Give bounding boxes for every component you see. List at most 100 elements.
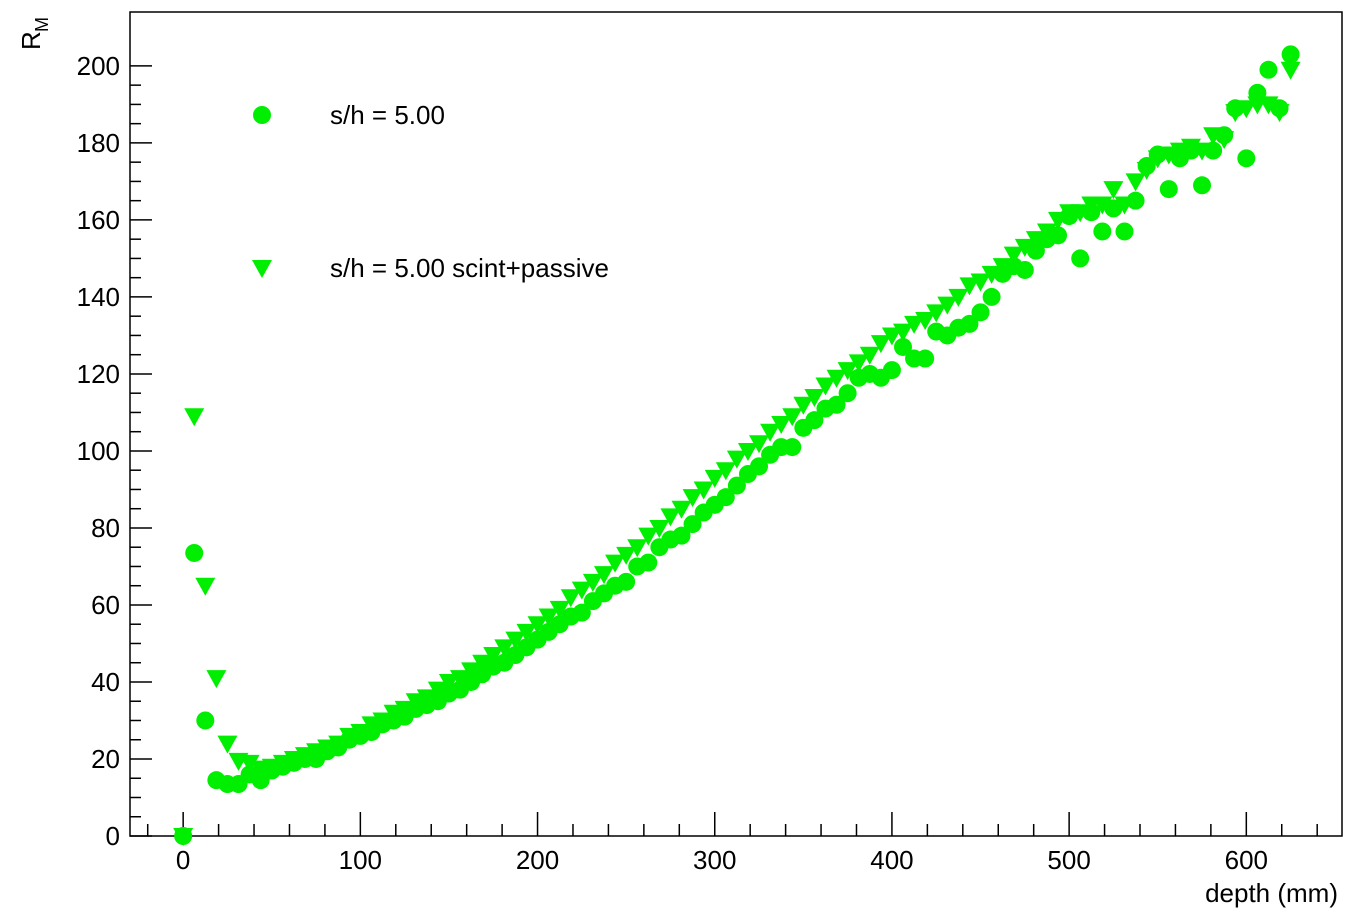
x-axis-label: depth (mm) xyxy=(1205,878,1338,908)
y-axis-label: R xyxy=(16,31,46,50)
point xyxy=(638,527,659,546)
point xyxy=(916,349,935,368)
point xyxy=(960,314,979,333)
point xyxy=(239,754,260,773)
point xyxy=(538,608,559,627)
point xyxy=(560,589,581,608)
x-tick-label: 600 xyxy=(1225,845,1268,875)
point xyxy=(1103,181,1124,200)
point xyxy=(1225,104,1246,123)
y-tick-label: 100 xyxy=(77,436,120,466)
point xyxy=(361,716,382,735)
point xyxy=(306,743,327,762)
point xyxy=(1237,149,1256,168)
point xyxy=(185,543,204,562)
point xyxy=(173,828,194,846)
point xyxy=(516,623,537,642)
point xyxy=(1158,146,1179,165)
point xyxy=(294,747,315,766)
point xyxy=(438,673,459,692)
point xyxy=(450,670,471,689)
point xyxy=(1192,142,1213,161)
point xyxy=(1070,204,1091,223)
point xyxy=(427,681,448,700)
y-tick-label: 120 xyxy=(77,359,120,389)
point xyxy=(1026,241,1045,260)
point xyxy=(195,577,216,596)
point xyxy=(894,337,913,356)
point xyxy=(971,303,990,322)
point xyxy=(1104,199,1123,218)
point xyxy=(405,693,426,712)
point xyxy=(472,654,493,673)
point xyxy=(682,489,703,508)
plot-frame xyxy=(129,11,1343,837)
point xyxy=(1214,131,1235,150)
point xyxy=(639,553,658,572)
point xyxy=(1049,226,1068,245)
point xyxy=(1258,96,1279,115)
legend-marker xyxy=(252,260,272,278)
point xyxy=(926,304,947,323)
x-tick-label: 0 xyxy=(176,845,190,875)
point xyxy=(1003,246,1024,265)
point xyxy=(959,277,980,296)
point xyxy=(915,312,936,331)
point xyxy=(383,704,404,723)
point xyxy=(1093,222,1112,241)
point xyxy=(1269,104,1290,123)
point xyxy=(982,287,1001,306)
point xyxy=(1126,191,1145,210)
point xyxy=(649,519,670,538)
point xyxy=(838,384,857,403)
legend-label: s/h = 5.00 scint+passive xyxy=(330,253,609,283)
point xyxy=(881,327,902,346)
point xyxy=(749,435,770,454)
point xyxy=(771,416,792,434)
point xyxy=(727,476,746,495)
point xyxy=(505,631,526,650)
y-tick-label: 200 xyxy=(77,51,120,81)
point xyxy=(1280,61,1301,80)
point xyxy=(672,526,691,545)
x-tick-label: 400 xyxy=(870,845,913,875)
point xyxy=(1015,260,1034,279)
point xyxy=(617,572,636,591)
point xyxy=(683,515,702,534)
point xyxy=(582,573,603,592)
point xyxy=(1114,196,1135,215)
point xyxy=(283,750,304,769)
point xyxy=(970,273,991,292)
point xyxy=(805,411,824,430)
point xyxy=(483,647,504,666)
point xyxy=(261,758,282,777)
point xyxy=(837,362,858,381)
point xyxy=(196,711,215,730)
point xyxy=(782,408,803,427)
y-tick-label: 160 xyxy=(77,205,120,235)
point xyxy=(859,346,880,365)
point xyxy=(793,396,814,415)
point xyxy=(726,450,747,469)
point xyxy=(904,315,925,334)
point xyxy=(783,438,802,457)
point xyxy=(1115,222,1134,241)
y-tick-label: 180 xyxy=(77,128,120,158)
point xyxy=(1025,231,1046,250)
y-tick-label: 40 xyxy=(91,667,120,697)
point xyxy=(660,508,681,527)
x-tick-label: 100 xyxy=(339,845,382,875)
point xyxy=(804,389,825,408)
y-tick-label: 80 xyxy=(91,513,120,543)
legend-marker xyxy=(253,106,271,124)
x-tick-label: 200 xyxy=(516,845,559,875)
point xyxy=(272,754,293,773)
point xyxy=(616,546,637,565)
point xyxy=(815,377,836,396)
point xyxy=(1147,150,1168,169)
point xyxy=(1092,196,1113,215)
point xyxy=(627,539,648,558)
y-tick-label: 20 xyxy=(91,744,120,774)
point xyxy=(217,735,238,754)
